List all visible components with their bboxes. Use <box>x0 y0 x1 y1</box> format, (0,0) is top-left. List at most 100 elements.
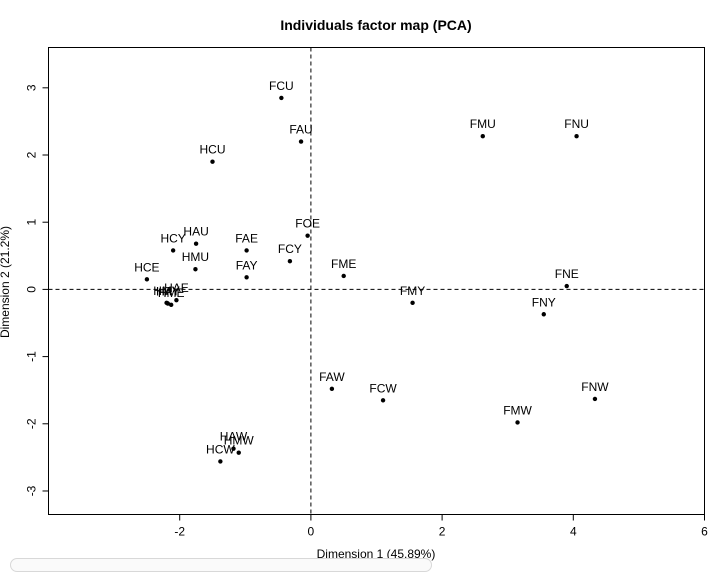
point-marker <box>592 396 598 402</box>
point-fae: FAE <box>235 231 258 253</box>
point-label: FOE <box>295 217 320 231</box>
point-marker <box>174 297 179 303</box>
y-tick-label: 3 <box>25 84 39 91</box>
point-marker <box>218 459 223 464</box>
reference-lines <box>48 47 705 515</box>
point-marker <box>244 275 249 280</box>
y-tick-label: 1 <box>25 219 39 226</box>
point-fny: FNY <box>532 295 556 317</box>
point-label: FAY <box>236 258 258 272</box>
chart-title: Individuals factor map (PCA) <box>280 17 471 33</box>
point-label: HAY <box>156 285 180 299</box>
x-tick-label: 0 <box>308 525 315 539</box>
x-tick-label: 2 <box>439 525 446 539</box>
point-marker <box>574 133 579 139</box>
point-marker <box>193 241 199 246</box>
point-marker <box>305 233 310 238</box>
point-marker <box>236 450 241 455</box>
point-hmw: HMW <box>224 434 255 455</box>
point-label: HCU <box>200 143 226 157</box>
x-tick-label: 6 <box>701 525 708 539</box>
point-hcy: HCY <box>160 231 186 253</box>
point-label: FME <box>331 257 356 271</box>
point-hau: HAU <box>183 225 209 246</box>
point-hmy: HMY <box>153 284 180 306</box>
point-marker <box>515 420 520 425</box>
point-label: FAU <box>289 123 312 137</box>
point-label: FMW <box>503 403 532 417</box>
point-fau: FAU <box>289 123 313 144</box>
point-fne: FNE <box>555 267 579 289</box>
point-fmy: FMY <box>400 284 425 306</box>
point-marker <box>410 300 415 306</box>
point-label: FMU <box>470 117 496 131</box>
point-marker <box>298 139 304 144</box>
point-fme: FME <box>331 257 356 279</box>
x-axis-label: Dimension 1 (45.89%) <box>317 547 436 561</box>
point-fmu: FMU <box>470 117 496 139</box>
point-fcu: FCU <box>269 79 294 101</box>
point-hce: HCE <box>134 260 160 282</box>
point-marker <box>564 283 569 289</box>
point-hcu: HCU <box>200 143 226 164</box>
horizontal-scrollbar[interactable] <box>10 558 432 572</box>
point-label: FCW <box>369 381 397 395</box>
point-marker <box>279 95 284 101</box>
point-label: FAE <box>235 231 258 245</box>
point-marker <box>144 277 150 282</box>
point-label: FCU <box>269 79 294 93</box>
point-haw: HAW <box>220 430 248 451</box>
point-label: FNY <box>532 295 556 309</box>
x-tick-label: -2 <box>174 525 185 539</box>
y-tick-label: 0 <box>25 286 39 293</box>
point-label: HCY <box>160 231 185 245</box>
point-marker <box>329 386 335 392</box>
point-marker <box>341 273 346 279</box>
point-label: FAW <box>319 370 345 384</box>
point-label: HAE <box>164 281 189 295</box>
point-label: HMU <box>182 250 209 264</box>
point-label: HME <box>158 286 185 300</box>
y-tick-label: -1 <box>25 351 39 362</box>
point-marker <box>231 446 236 451</box>
point-label: FMY <box>400 284 425 298</box>
point-marker <box>170 248 176 253</box>
point-label: HAW <box>220 430 248 444</box>
plot-frame <box>48 47 705 515</box>
y-tick-label: 2 <box>25 151 39 158</box>
point-label: HMW <box>224 434 255 448</box>
point-label: HAU <box>183 225 208 239</box>
point-marker <box>193 267 198 272</box>
point-fnu: FNU <box>564 117 589 139</box>
x-tick-label: 4 <box>570 525 577 539</box>
point-label: FCY <box>278 242 302 256</box>
point-foe: FOE <box>295 217 320 238</box>
point-marker <box>480 133 485 139</box>
point-marker <box>210 159 215 164</box>
point-label: FNE <box>555 267 579 281</box>
point-fcy: FCY <box>278 242 302 264</box>
point-hae: HAE <box>164 281 189 303</box>
y-tick-label: -2 <box>25 418 39 429</box>
y-axis: -3 -2 -1 0 1 2 3 <box>25 84 49 496</box>
point-hcw: HCW <box>206 442 235 464</box>
point-fcw: FCW <box>369 381 397 403</box>
y-tick-label: -3 <box>25 485 39 496</box>
point-label: FNW <box>581 380 609 394</box>
point-hmu: HMU <box>182 250 209 272</box>
point-label: FNU <box>564 117 589 131</box>
point-marker <box>287 258 293 264</box>
point-marker <box>380 398 386 403</box>
point-faw: FAW <box>319 370 345 392</box>
point-marker <box>541 312 546 317</box>
point-fay: FAY <box>236 258 258 280</box>
point-label: HCE <box>134 260 159 274</box>
y-axis-label: Dimension 2 (21.2%) <box>0 226 12 338</box>
x-axis: -2 0 2 4 6 <box>174 514 708 539</box>
point-label: HCW <box>206 442 235 456</box>
point-fnw: FNW <box>581 380 609 402</box>
point-label: HMY <box>153 284 180 298</box>
point-marker <box>164 300 169 306</box>
